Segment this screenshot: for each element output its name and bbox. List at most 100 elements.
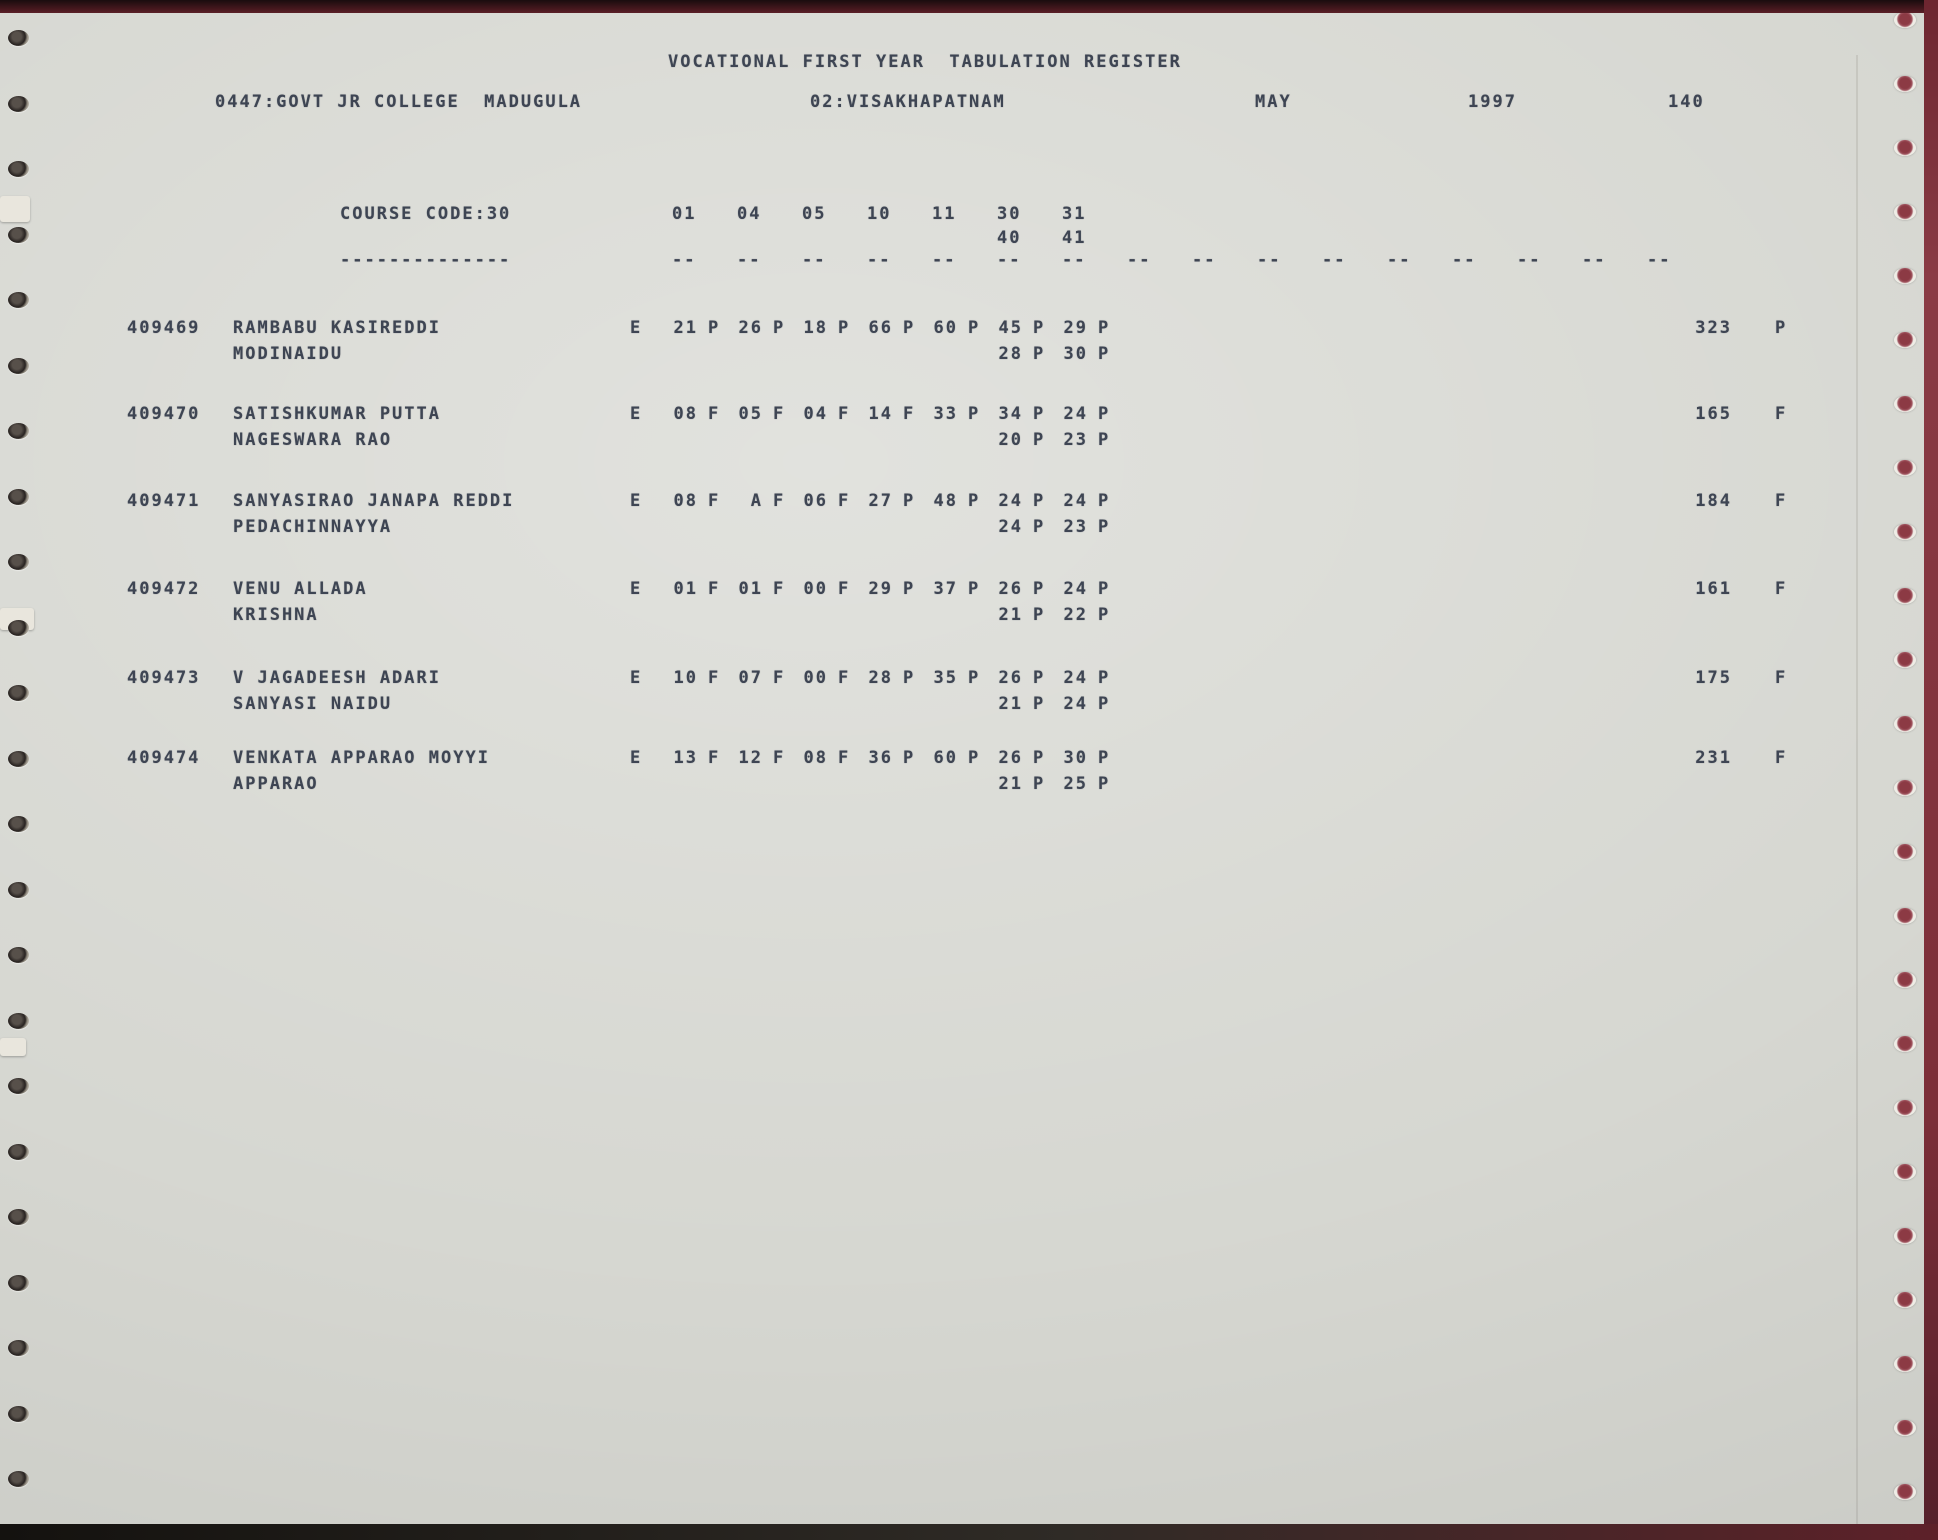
table-row: 409474 VENKATA APPARAO MOYYI APPARAO E 1… <box>0 748 1938 812</box>
subject-mark: 06 F <box>803 491 851 511</box>
column-dash: -- <box>1582 250 1607 270</box>
column-dash: -- <box>1387 250 1412 270</box>
sprocket-hole <box>1894 204 1916 220</box>
guardian-name: NAGESWARA RAO <box>233 430 393 450</box>
marks-line2: 24 P 23 P <box>997 517 1127 537</box>
subject-mark: 26 P <box>998 668 1046 688</box>
subject-mark: 24 P <box>998 491 1046 511</box>
column-dash: -- <box>1517 250 1542 270</box>
sheet-number: 140 <box>1668 92 1705 112</box>
column-dash: -- <box>1647 250 1672 270</box>
sprocket-hole <box>8 1209 29 1225</box>
subject-mark: 24 P <box>1063 694 1111 714</box>
total-marks: 165 <box>1695 404 1732 424</box>
subject-mark: 36 P <box>868 748 916 768</box>
guardian-name: MODINAIDU <box>233 344 344 364</box>
subject-codes-row1: 01 04 05 10 11 30 31 <box>672 204 1127 224</box>
subject-mark: 29 P <box>868 579 916 599</box>
sprocket-hole <box>1894 140 1916 156</box>
column-dash: -- <box>867 250 892 270</box>
subject-code: 41 <box>1062 228 1087 248</box>
table-row: 409470 SATISHKUMAR PUTTA NAGESWARA RAO E… <box>0 404 1938 468</box>
subject-mark: 04 F <box>803 404 851 424</box>
subject-mark: 08 F <box>673 491 721 511</box>
column-dash: -- <box>737 250 762 270</box>
table-row: 409472 VENU ALLADA KRISHNA E 01 F 01 F 00 F 29… <box>0 579 1938 643</box>
student-name: RAMBABU KASIREDDI <box>233 318 441 338</box>
subject-mark: 25 P <box>1063 774 1111 794</box>
subject-mark: 14 F <box>868 404 916 424</box>
sprocket-hole <box>1894 908 1916 924</box>
sprocket-hole <box>1894 780 1916 796</box>
subject-mark: 37 P <box>933 579 981 599</box>
medium-flag: E <box>630 491 643 511</box>
subject-mark: 21 P <box>998 694 1046 714</box>
sprocket-hole <box>8 1078 29 1094</box>
subject-mark: 05 F <box>738 404 786 424</box>
student-name: SANYASIRAO JANAPA REDDI <box>233 491 515 511</box>
guardian-name: KRISHNA <box>233 605 319 625</box>
subject-mark: 20 P <box>998 430 1046 450</box>
subject-code: 40 <box>997 228 1022 248</box>
sprocket-hole <box>8 488 29 505</box>
sprocket-hole <box>8 1405 29 1422</box>
marks-line1: 10 F 07 F 00 F 28 P 35 P 26 P 24 P <box>672 668 1127 688</box>
sprocket-hole <box>1894 588 1916 604</box>
sprocket-hole <box>8 947 29 963</box>
roll-number: 409474 <box>127 748 201 768</box>
column-dash: -- <box>932 250 957 270</box>
marks-line2: 20 P 23 P <box>997 430 1127 450</box>
subject-mark: 01 F <box>673 579 721 599</box>
medium-flag: E <box>630 668 643 688</box>
result-flag: F <box>1775 579 1788 599</box>
sprocket-hole <box>8 226 29 243</box>
table-row: 409469 RAMBABU KASIREDDI MODINAIDU E 21 P… <box>0 318 1938 382</box>
subject-code: 11 <box>932 204 957 224</box>
sprocket-hole <box>8 554 29 570</box>
result-flag: F <box>1775 668 1788 688</box>
subject-code: 10 <box>867 204 892 224</box>
total-marks: 161 <box>1695 579 1732 599</box>
sprocket-hole <box>1894 652 1916 668</box>
subject-mark: 30 P <box>1063 344 1111 364</box>
subject-mark: 34 P <box>998 404 1046 424</box>
subject-mark: 66 P <box>868 318 916 338</box>
exam-month: MAY <box>1255 92 1292 112</box>
subject-mark: 13 F <box>673 748 721 768</box>
sprocket-hole <box>8 1471 29 1487</box>
district-code-name: 02:VISAKHAPATNAM <box>810 92 1006 112</box>
table-row: 409473 V JAGADEESH ADARI SANYASI NAIDU E… <box>0 668 1938 732</box>
subject-mark: 60 P <box>933 748 981 768</box>
total-marks: 323 <box>1695 318 1732 338</box>
subject-mark: 23 P <box>1063 517 1111 537</box>
column-dash: -- <box>802 250 827 270</box>
sprocket-hole <box>8 881 29 898</box>
sprocket-hole <box>8 1143 29 1160</box>
page-title: VOCATIONAL FIRST YEAR TABULATION REGISTE… <box>668 52 1182 72</box>
sprocket-hole <box>1894 1164 1916 1180</box>
sprocket-hole <box>1894 844 1916 860</box>
total-marks: 231 <box>1695 748 1732 768</box>
roll-number: 409469 <box>127 318 201 338</box>
sprocket-hole <box>1894 12 1916 28</box>
subject-mark: 21 P <box>673 318 721 338</box>
sprocket-hole <box>8 423 29 439</box>
subject-mark: 35 P <box>933 668 981 688</box>
marks-line1: 08 F 05 F 04 F 14 F 33 P 34 P 24 P <box>672 404 1127 424</box>
subject-mark: 48 P <box>933 491 981 511</box>
result-flag: F <box>1775 748 1788 768</box>
sprocket-hole <box>1894 1228 1916 1244</box>
subject-mark: 23 P <box>1063 430 1111 450</box>
roll-number: 409471 <box>127 491 201 511</box>
sprocket-hole <box>1894 1036 1916 1052</box>
college-code-name: 0447:GOVT JR COLLEGE MADUGULA <box>215 92 583 112</box>
subject-mark: 24 P <box>1063 579 1111 599</box>
column-dash: -- <box>997 250 1022 270</box>
sprocket-hole <box>1894 1484 1916 1500</box>
result-flag: P <box>1775 318 1788 338</box>
subject-mark: 26 P <box>998 748 1046 768</box>
subject-mark: 10 F <box>673 668 721 688</box>
subject-mark: 33 P <box>933 404 981 424</box>
subject-mark: 21 P <box>998 605 1046 625</box>
